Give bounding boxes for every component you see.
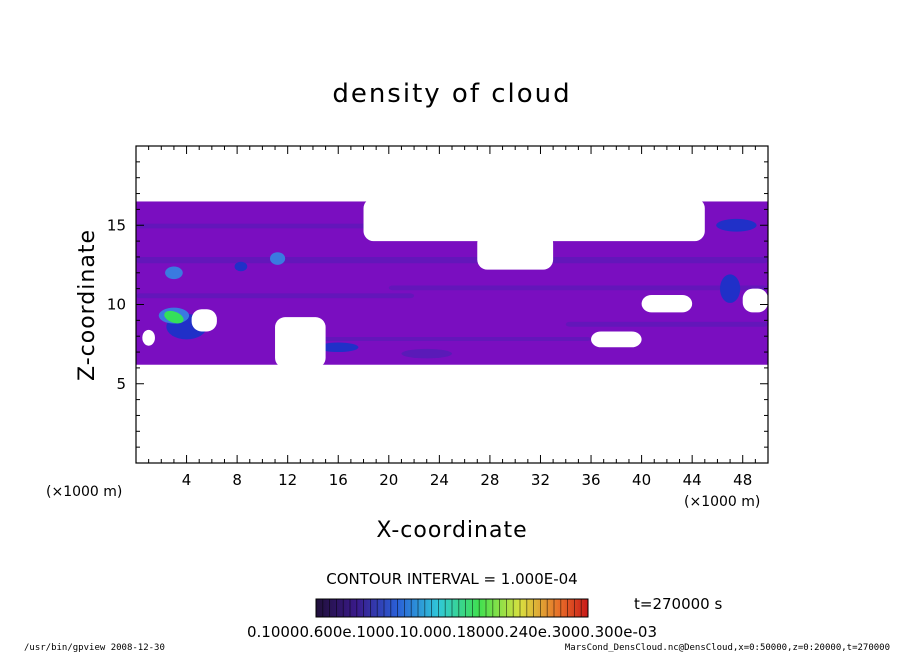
dense-feature-6 bbox=[401, 348, 452, 359]
y-axis-label: Z-coordinate bbox=[75, 229, 100, 381]
clear-region-0 bbox=[142, 329, 155, 346]
cloud-band-1 bbox=[388, 285, 768, 291]
x-tick-label: 44 bbox=[683, 471, 702, 489]
clear-region-6 bbox=[742, 288, 768, 313]
x-unit-label: (×1000 m) bbox=[684, 494, 760, 510]
dense-feature-4 bbox=[719, 274, 741, 303]
dense-feature-0 bbox=[165, 266, 183, 280]
cloud-band-5 bbox=[312, 336, 592, 341]
x-tick-label: 16 bbox=[329, 471, 348, 489]
x-tick-label: 32 bbox=[531, 471, 550, 489]
clear-region-7 bbox=[591, 331, 642, 348]
x-tick-label: 24 bbox=[430, 471, 449, 489]
z-unit-label: (×1000 m) bbox=[46, 484, 122, 500]
x-tick-label: 8 bbox=[232, 471, 242, 489]
clear-region-4 bbox=[477, 233, 554, 270]
clear-region-5 bbox=[641, 294, 693, 313]
dense-feature-5 bbox=[318, 342, 359, 353]
y-tick-label: 5 bbox=[116, 375, 126, 393]
y-tick-label: 15 bbox=[107, 216, 126, 234]
dense-feature-9 bbox=[164, 310, 184, 324]
x-tick-label: 20 bbox=[379, 471, 398, 489]
x-tick-label: 28 bbox=[480, 471, 499, 489]
density-field bbox=[136, 198, 768, 368]
x-tick-label: 12 bbox=[278, 471, 297, 489]
time-label: t=270000 s bbox=[634, 595, 722, 613]
dense-feature-1 bbox=[269, 252, 286, 265]
y-tick-label: 10 bbox=[107, 296, 126, 314]
x-tick-label: 40 bbox=[632, 471, 651, 489]
footer-source: MarsCond_DensCloud.nc@DensCloud,x=0:5000… bbox=[564, 643, 890, 653]
x-tick-label: 36 bbox=[581, 471, 600, 489]
clear-region-1 bbox=[191, 309, 217, 332]
cloud-band-2 bbox=[136, 293, 415, 299]
footer-program: /usr/bin/gpview 2008-12-30 bbox=[24, 643, 165, 653]
colorbar bbox=[315, 598, 589, 618]
clear-region-3 bbox=[363, 198, 705, 242]
x-tick-label: 4 bbox=[182, 471, 192, 489]
colorbar-labels: 0.10000.600e.1000.10.000.18000.240e.3000… bbox=[247, 623, 657, 641]
x-tick-label: 48 bbox=[733, 471, 752, 489]
dense-feature-2 bbox=[234, 261, 248, 272]
clear-region-2 bbox=[275, 317, 326, 368]
x-axis-label: X-coordinate bbox=[376, 518, 527, 543]
cloud-band-3 bbox=[565, 321, 768, 327]
dense-feature-3 bbox=[716, 218, 757, 232]
contour-interval: CONTOUR INTERVAL = 1.000E-04 bbox=[326, 570, 577, 588]
chart-title: density of cloud bbox=[332, 79, 571, 109]
cloud-band-0 bbox=[136, 256, 768, 264]
